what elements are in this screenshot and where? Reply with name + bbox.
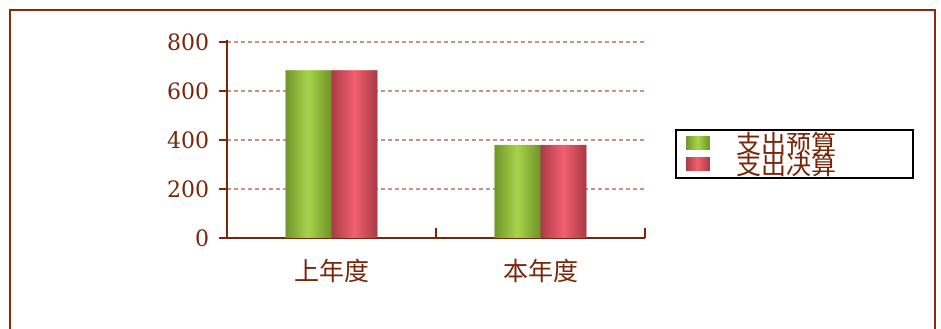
- y-tick-label: 200: [167, 178, 209, 203]
- y-tick-label: 800: [167, 31, 209, 56]
- bar: [540, 144, 587, 238]
- legend-swatch: [686, 157, 710, 171]
- y-tick-label: 600: [167, 80, 209, 105]
- y-tick-label: 400: [167, 129, 209, 154]
- axis-labels: 0 200 400 600 800 上年度 本年度: [167, 31, 578, 286]
- y-tick-label: 0: [195, 227, 209, 252]
- bar: [285, 70, 332, 238]
- chart-frame: [9, 9, 936, 329]
- legend-label: 支出预算: [736, 130, 836, 159]
- bars: [285, 70, 587, 238]
- legend-swatch: [686, 136, 710, 150]
- legend-label: 支出决算: [736, 151, 836, 180]
- x-tick-label: 上年度: [294, 257, 369, 286]
- bar: [331, 70, 378, 238]
- bar: [494, 144, 541, 238]
- x-tick-label: 本年度: [503, 257, 578, 286]
- legend-box: [675, 129, 914, 179]
